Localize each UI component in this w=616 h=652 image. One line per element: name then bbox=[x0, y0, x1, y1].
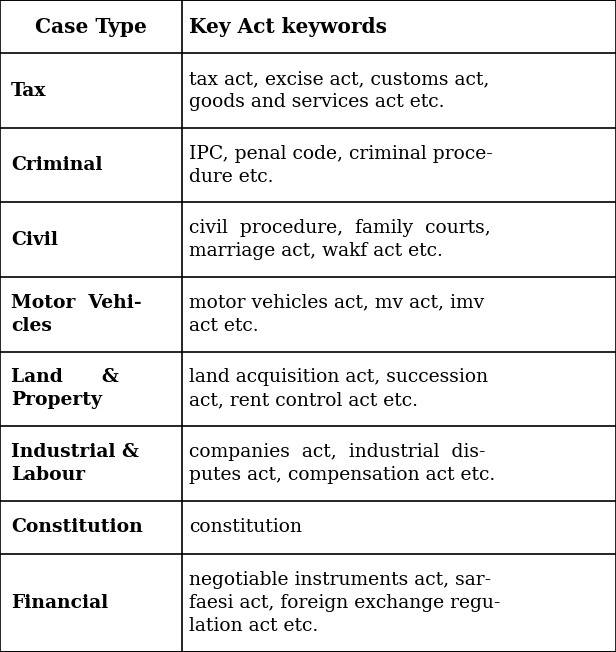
Text: negotiable instruments act, sar-
faesi act, foreign exchange regu-
lation act et: negotiable instruments act, sar- faesi a… bbox=[189, 571, 500, 635]
Text: Industrial &
Labour: Industrial & Labour bbox=[11, 443, 139, 484]
Text: companies  act,  industrial  dis-
putes act, compensation act etc.: companies act, industrial dis- putes act… bbox=[189, 443, 495, 484]
Text: Key Act keywords: Key Act keywords bbox=[189, 17, 387, 37]
Text: IPC, penal code, criminal proce-
dure etc.: IPC, penal code, criminal proce- dure et… bbox=[189, 145, 493, 186]
Text: tax act, excise act, customs act,
goods and services act etc.: tax act, excise act, customs act, goods … bbox=[189, 70, 490, 111]
Text: constitution: constitution bbox=[189, 518, 302, 537]
Text: Land      &
Property: Land & Property bbox=[11, 368, 119, 409]
Text: Motor  Vehi-
cles: Motor Vehi- cles bbox=[11, 294, 142, 334]
Text: Constitution: Constitution bbox=[11, 518, 143, 537]
Text: motor vehicles act, mv act, imv
act etc.: motor vehicles act, mv act, imv act etc. bbox=[189, 294, 484, 334]
Text: Criminal: Criminal bbox=[11, 156, 103, 174]
Text: Tax: Tax bbox=[11, 82, 47, 100]
Text: Case Type: Case Type bbox=[35, 17, 147, 37]
Text: Financial: Financial bbox=[11, 594, 108, 612]
Text: Civil: Civil bbox=[11, 231, 58, 248]
Text: land acquisition act, succession
act, rent control act etc.: land acquisition act, succession act, re… bbox=[189, 368, 488, 409]
Text: civil  procedure,  family  courts,
marriage act, wakf act etc.: civil procedure, family courts, marriage… bbox=[189, 219, 491, 260]
